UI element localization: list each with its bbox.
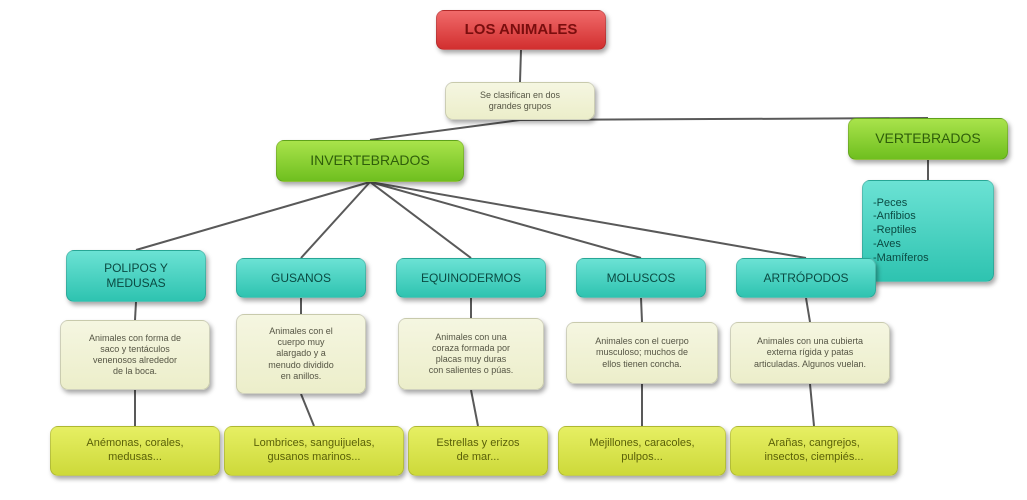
node-desc1: Animales con forma de saco y tentáculos … [60, 320, 210, 390]
node-desc4: Animales con el cuerpo musculoso; muchos… [566, 322, 718, 384]
node-label: Estrellas y erizos de mar... [436, 437, 519, 465]
edge-root-classify [520, 50, 521, 82]
node-label: POLIPOS Y MEDUSAS [104, 261, 168, 291]
node-invert: INVERTEBRADOS [276, 140, 464, 182]
node-cat2: GUSANOS [236, 258, 366, 298]
node-vert: VERTEBRADOS [848, 118, 1008, 160]
node-ex2: Lombrices, sanguijuelas, gusanos marinos… [224, 426, 404, 476]
node-label: Arañas, cangrejos, insectos, ciempiés... [764, 437, 863, 465]
node-label: -Peces -Anfibios -Reptiles -Aves -Mamífe… [873, 197, 929, 266]
node-classify: Se clasifican en dos grandes grupos [445, 82, 595, 120]
node-cat3: EQUINODERMOS [396, 258, 546, 298]
edge-cat4-desc4 [641, 298, 642, 322]
edge-desc3-ex3 [471, 390, 478, 426]
edge-invert-cat2 [301, 182, 370, 258]
node-cat5: ARTRÓPODOS [736, 258, 876, 298]
node-label: GUSANOS [271, 271, 331, 286]
node-label: INVERTEBRADOS [310, 152, 430, 170]
node-label: Animales con forma de saco y tentáculos … [89, 333, 181, 378]
node-cat4: MOLUSCOS [576, 258, 706, 298]
concept-map: LOS ANIMALES Se clasifican en dos grandes… [0, 0, 1027, 500]
node-label: Animales con una cubierta externa rígida… [754, 336, 866, 370]
node-cat1: POLIPOS Y MEDUSAS [66, 250, 206, 302]
node-desc5: Animales con una cubierta externa rígida… [730, 322, 890, 384]
node-ex4: Mejillones, caracoles, pulpos... [558, 426, 726, 476]
edge-invert-cat5 [370, 182, 806, 258]
node-label: VERTEBRADOS [875, 130, 981, 148]
node-label: Animales con el cuerpo musculoso; muchos… [595, 336, 689, 370]
node-label: LOS ANIMALES [465, 21, 578, 40]
edge-cat5-desc5 [806, 298, 810, 322]
node-label: Lombrices, sanguijuelas, gusanos marinos… [253, 437, 374, 465]
node-label: MOLUSCOS [607, 271, 676, 286]
edge-invert-cat4 [370, 182, 641, 258]
node-desc3: Animales con una coraza formada por plac… [398, 318, 544, 390]
node-label: EQUINODERMOS [421, 271, 521, 286]
edge-desc2-ex2 [301, 394, 314, 426]
node-root: LOS ANIMALES [436, 10, 606, 50]
node-vert_list: -Peces -Anfibios -Reptiles -Aves -Mamífe… [862, 180, 994, 282]
node-label: Se clasifican en dos grandes grupos [480, 90, 560, 113]
edge-classify-invert [370, 120, 520, 140]
node-label: Animales con el cuerpo muy alargado y a … [268, 326, 334, 382]
node-label: Animales con una coraza formada por plac… [429, 332, 514, 377]
node-ex1: Anémonas, corales, medusas... [50, 426, 220, 476]
edge-cat1-desc1 [135, 302, 136, 320]
node-desc2: Animales con el cuerpo muy alargado y a … [236, 314, 366, 394]
edge-invert-cat1 [136, 182, 370, 250]
node-label: Anémonas, corales, medusas... [86, 437, 183, 465]
edge-desc5-ex5 [810, 384, 814, 426]
node-label: Mejillones, caracoles, pulpos... [589, 437, 694, 465]
node-ex3: Estrellas y erizos de mar... [408, 426, 548, 476]
node-label: ARTRÓPODOS [763, 271, 848, 286]
edge-invert-cat3 [370, 182, 471, 258]
node-ex5: Arañas, cangrejos, insectos, ciempiés... [730, 426, 898, 476]
